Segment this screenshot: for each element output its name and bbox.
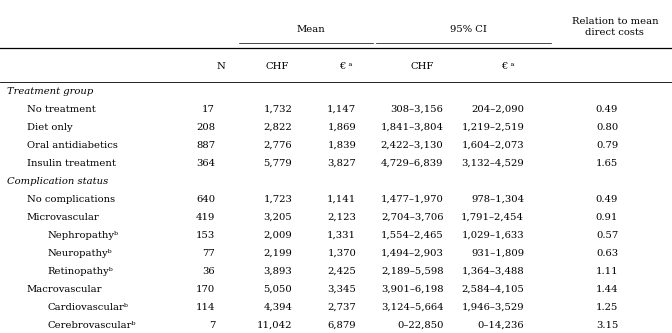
Text: 3,124–5,664: 3,124–5,664: [381, 303, 444, 312]
Text: 1,732: 1,732: [263, 105, 292, 114]
Text: 2,704–3,706: 2,704–3,706: [381, 213, 444, 222]
Text: Mean: Mean: [296, 25, 325, 35]
Text: 204–2,090: 204–2,090: [471, 105, 524, 114]
Text: 0–22,850: 0–22,850: [397, 321, 444, 330]
Text: 419: 419: [196, 213, 215, 222]
Text: Retinopathyᵇ: Retinopathyᵇ: [47, 267, 113, 276]
Text: 1.25: 1.25: [596, 303, 618, 312]
Text: 0.80: 0.80: [596, 123, 618, 132]
Text: Cardiovascularᵇ: Cardiovascularᵇ: [47, 303, 128, 312]
Text: 1.65: 1.65: [596, 159, 618, 168]
Text: 1,554–2,465: 1,554–2,465: [381, 231, 444, 240]
Text: 1,147: 1,147: [327, 105, 356, 114]
Text: 1,364–3,488: 1,364–3,488: [462, 267, 524, 276]
Text: 153: 153: [196, 231, 215, 240]
Text: 11,042: 11,042: [257, 321, 292, 330]
Text: 2,822: 2,822: [263, 123, 292, 132]
Text: 1,370: 1,370: [327, 249, 356, 258]
Text: Microvascular: Microvascular: [27, 213, 99, 222]
Text: 1,494–2,903: 1,494–2,903: [380, 249, 444, 258]
Text: 3,205: 3,205: [263, 213, 292, 222]
Text: 114: 114: [196, 303, 215, 312]
Text: N: N: [216, 62, 225, 71]
Text: CHF: CHF: [410, 62, 433, 71]
Text: 2,189–5,598: 2,189–5,598: [381, 267, 444, 276]
Text: 3,893: 3,893: [263, 267, 292, 276]
Text: 1,219–2,519: 1,219–2,519: [461, 123, 524, 132]
Text: Relation to mean
direct costs: Relation to mean direct costs: [572, 17, 658, 37]
Text: 1.11: 1.11: [595, 267, 618, 276]
Text: 3.15: 3.15: [596, 321, 618, 330]
Text: 1,869: 1,869: [327, 123, 356, 132]
Text: 3,827: 3,827: [327, 159, 356, 168]
Text: 2,737: 2,737: [327, 303, 356, 312]
Text: 1,331: 1,331: [327, 231, 356, 240]
Text: 0.63: 0.63: [596, 249, 618, 258]
Text: Diet only: Diet only: [27, 123, 73, 132]
Text: 2,123: 2,123: [327, 213, 356, 222]
Text: 1,029–1,633: 1,029–1,633: [462, 231, 524, 240]
Text: 1.44: 1.44: [595, 285, 618, 294]
Text: 5,779: 5,779: [263, 159, 292, 168]
Text: 1,723: 1,723: [263, 195, 292, 204]
Text: 7: 7: [209, 321, 215, 330]
Text: Oral antidiabetics: Oral antidiabetics: [27, 141, 118, 150]
Text: 95% CI: 95% CI: [450, 25, 487, 35]
Text: 1,791–2,454: 1,791–2,454: [461, 213, 524, 222]
Text: 0.91: 0.91: [596, 213, 618, 222]
Text: CHF: CHF: [265, 62, 289, 71]
Text: 978–1,304: 978–1,304: [471, 195, 524, 204]
Text: 3,132–4,529: 3,132–4,529: [462, 159, 524, 168]
Text: 0–14,236: 0–14,236: [478, 321, 524, 330]
Text: Treatment group: Treatment group: [7, 87, 93, 96]
Text: 2,009: 2,009: [263, 231, 292, 240]
Text: 77: 77: [202, 249, 215, 258]
Text: 4,729–6,839: 4,729–6,839: [381, 159, 444, 168]
Text: 0.79: 0.79: [596, 141, 618, 150]
Text: Neuropathyᵇ: Neuropathyᵇ: [47, 249, 112, 258]
Text: Cerebrovascularᵇ: Cerebrovascularᵇ: [47, 321, 136, 330]
Text: Macrovascular: Macrovascular: [27, 285, 102, 294]
Text: 17: 17: [202, 105, 215, 114]
Text: € ᵃ: € ᵃ: [501, 62, 514, 71]
Text: 640: 640: [196, 195, 215, 204]
Text: 887: 887: [196, 141, 215, 150]
Text: 0.57: 0.57: [596, 231, 618, 240]
Text: 1,604–2,073: 1,604–2,073: [462, 141, 524, 150]
Text: 3,345: 3,345: [327, 285, 356, 294]
Text: 2,584–4,105: 2,584–4,105: [461, 285, 524, 294]
Text: € ᵃ: € ᵃ: [339, 62, 353, 71]
Text: 0.49: 0.49: [596, 195, 618, 204]
Text: 36: 36: [202, 267, 215, 276]
Text: 0.49: 0.49: [596, 105, 618, 114]
Text: 931–1,809: 931–1,809: [471, 249, 524, 258]
Text: 1,946–3,529: 1,946–3,529: [462, 303, 524, 312]
Text: Insulin treatment: Insulin treatment: [27, 159, 116, 168]
Text: No complications: No complications: [27, 195, 115, 204]
Text: 2,199: 2,199: [263, 249, 292, 258]
Text: 1,839: 1,839: [327, 141, 356, 150]
Text: Nephropathyᵇ: Nephropathyᵇ: [47, 231, 118, 240]
Text: 1,841–3,804: 1,841–3,804: [380, 123, 444, 132]
Text: 208: 208: [196, 123, 215, 132]
Text: Complication status: Complication status: [7, 177, 108, 186]
Text: No treatment: No treatment: [27, 105, 95, 114]
Text: 5,050: 5,050: [263, 285, 292, 294]
Text: 2,422–3,130: 2,422–3,130: [381, 141, 444, 150]
Text: 3,901–6,198: 3,901–6,198: [381, 285, 444, 294]
Text: 1,477–1,970: 1,477–1,970: [380, 195, 444, 204]
Text: 308–3,156: 308–3,156: [390, 105, 444, 114]
Text: 170: 170: [196, 285, 215, 294]
Text: 6,879: 6,879: [327, 321, 356, 330]
Text: 364: 364: [196, 159, 215, 168]
Text: 2,425: 2,425: [327, 267, 356, 276]
Text: 2,776: 2,776: [263, 141, 292, 150]
Text: 4,394: 4,394: [263, 303, 292, 312]
Text: 1,141: 1,141: [327, 195, 356, 204]
